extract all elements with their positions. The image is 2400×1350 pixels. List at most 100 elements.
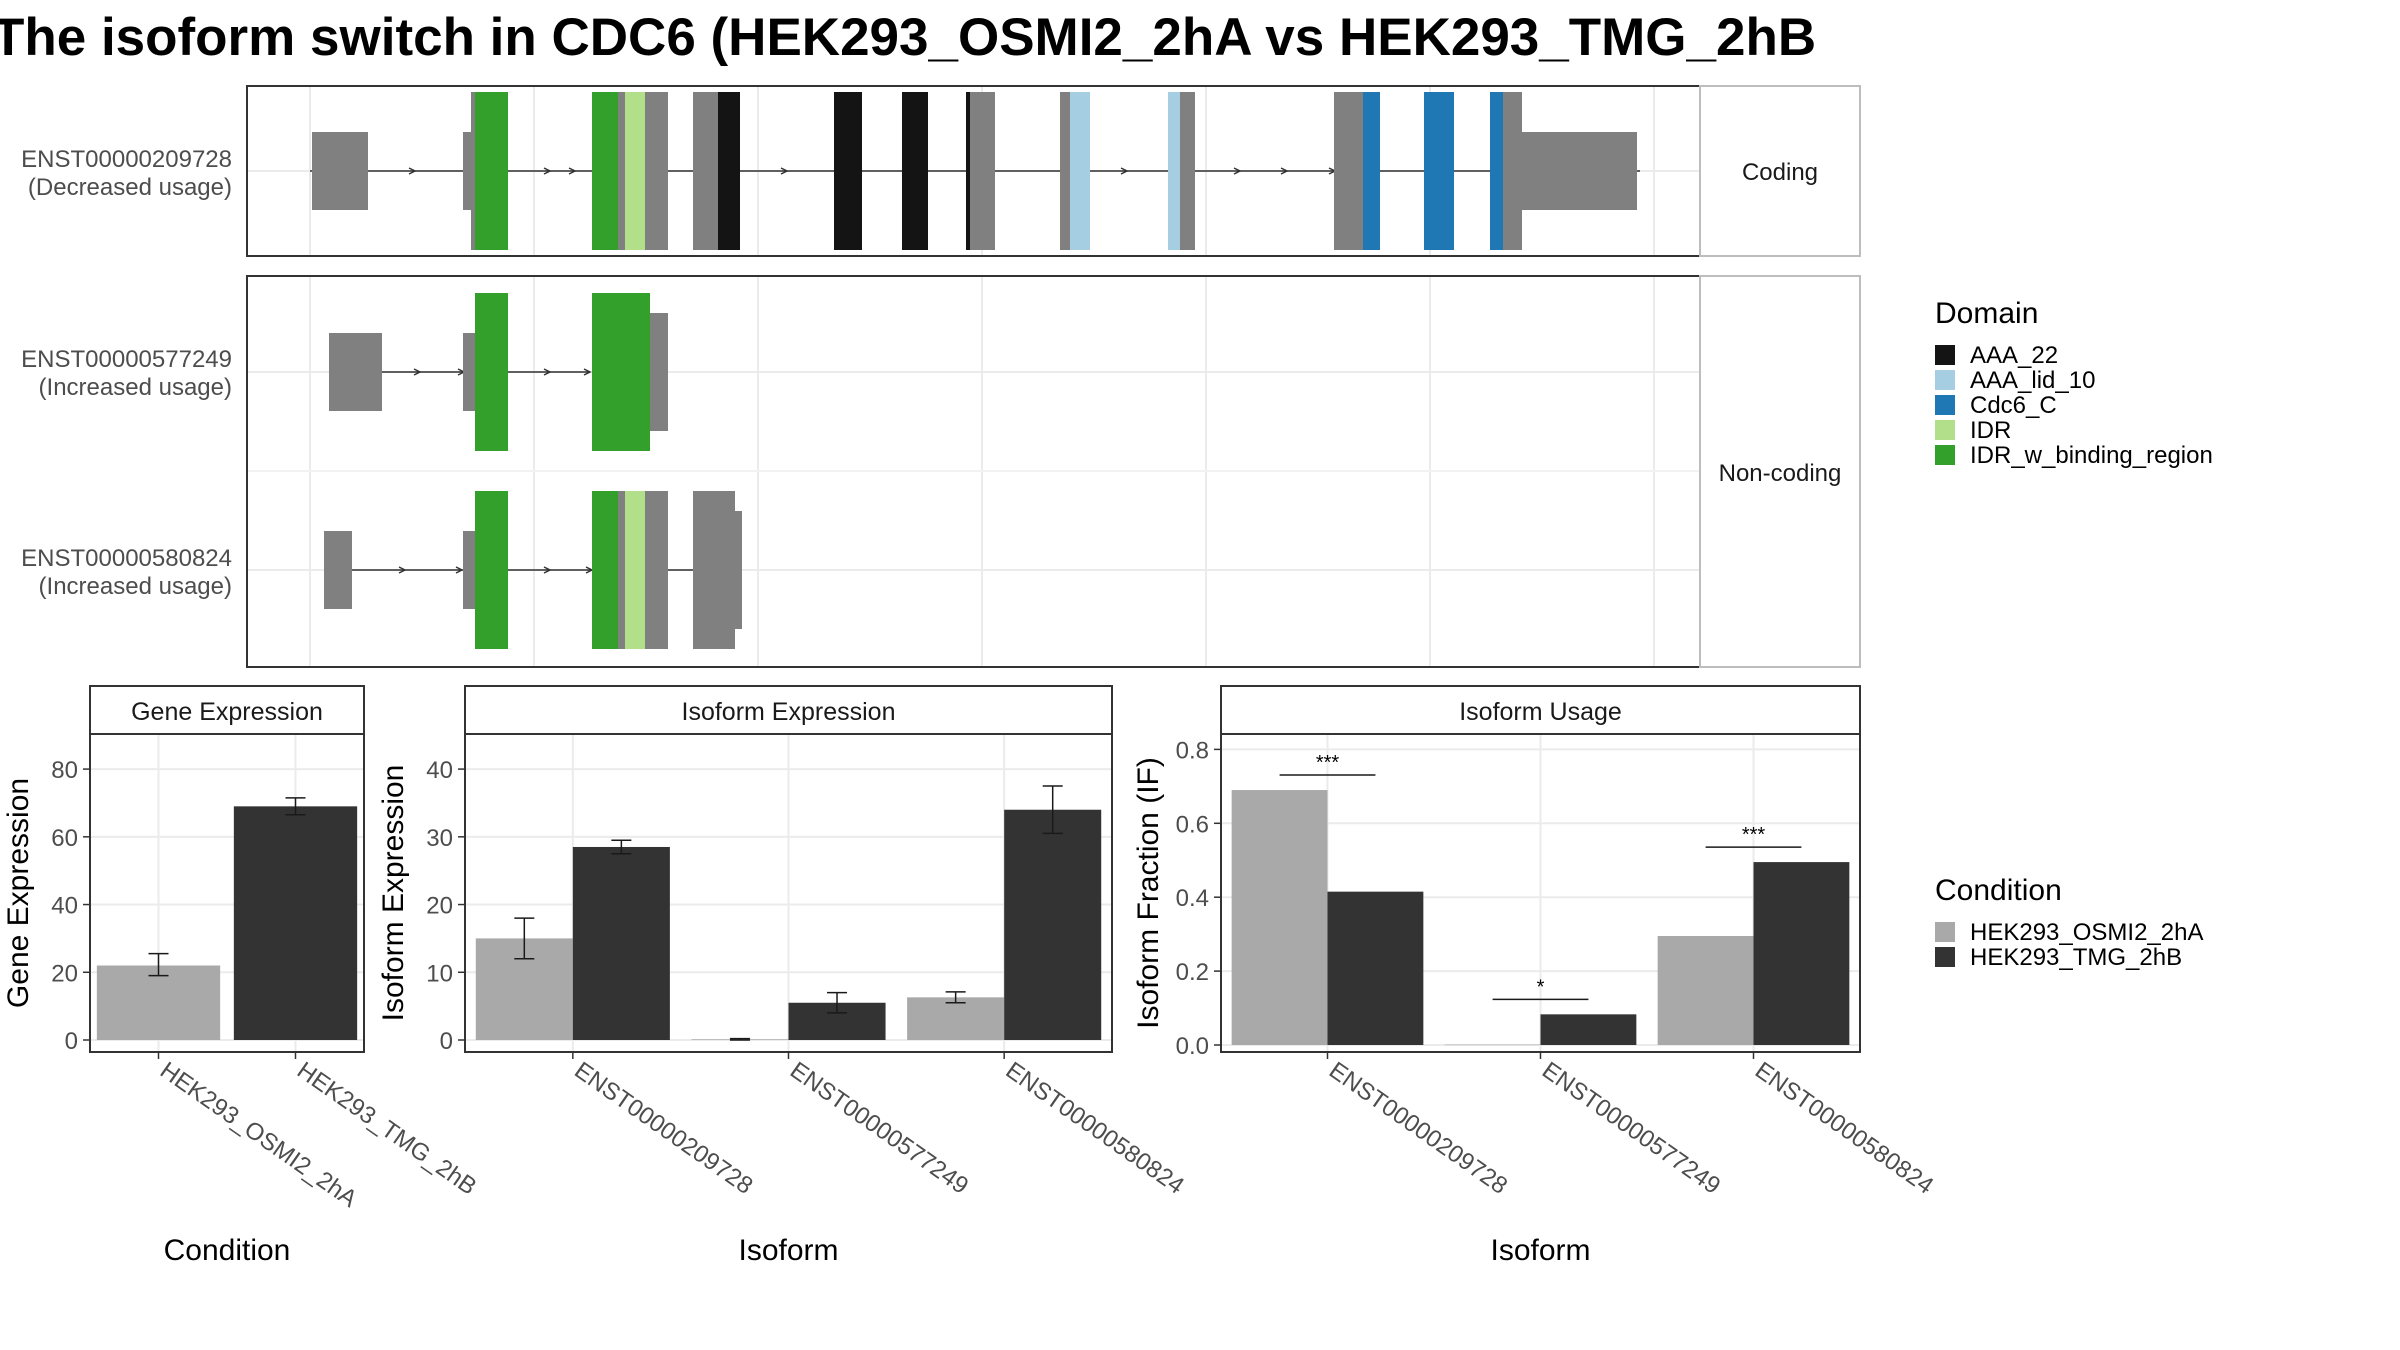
domain-AAA_22: [718, 92, 740, 250]
significance-label: *: [1537, 976, 1545, 998]
bar-HEK293_TMG_2hB-ENST00000580824: [1004, 809, 1102, 1040]
panel-title: Gene Expression: [131, 698, 323, 726]
exon: [970, 92, 995, 250]
x-tick-label: ENST00000577249: [785, 1057, 973, 1200]
panel-title: Isoform Usage: [1459, 698, 1622, 726]
bar-HEK293_OSMI2_2hA-ENST00000577249: [1444, 1044, 1541, 1046]
exon: [735, 511, 742, 629]
strand-arrow: [1120, 167, 1129, 175]
legend-key-cdc6-c: [1935, 395, 1955, 415]
isoform-expression-chart: Isoform Expression 0 10 20 30 40 ENST000002097…: [377, 685, 1189, 1267]
domain-IDR: [625, 491, 645, 649]
exon: [329, 333, 382, 411]
exon: [1060, 92, 1070, 250]
y-axis-title: Isoform Expression: [377, 765, 410, 1022]
strand-arrow: [413, 368, 422, 376]
panel-title: Isoform Expression: [682, 698, 896, 726]
y-tick-label: 40: [51, 893, 78, 920]
significance-label: ***: [1316, 752, 1340, 774]
strand-arrow: [398, 566, 407, 574]
figure-title: The isoform switch in CDC6 (HEK293_OSMI2…: [0, 8, 1816, 67]
bar-HEK293_OSMI2_2hA-ENST00000209728: [1231, 790, 1328, 1045]
domain-IDR_w_binding_region: [475, 92, 508, 250]
legend-key-aaa-lid-10: [1935, 370, 1955, 390]
strand-arrow: [583, 368, 592, 376]
x-tick-label: ENST00000577249: [1537, 1057, 1725, 1200]
exon: [693, 92, 718, 250]
transcript-label-3-id: ENST00000580824: [21, 545, 232, 572]
exon: [618, 491, 625, 649]
strand-arrow: [455, 566, 464, 574]
transcript-label-1-id: ENST00000209728: [21, 146, 232, 173]
bar-HEK293_TMG_2hB-ENST00000209728: [1327, 891, 1424, 1045]
condition-legend: Condition HEK293_OSMI2_2hA HEK293_TMG_2h…: [1935, 874, 2203, 971]
domain-IDR_w_binding_region: [592, 491, 618, 649]
bar-HEK293_TMG_2hB-ENST00000577249: [1540, 1014, 1637, 1045]
significance-label: ***: [1742, 824, 1766, 846]
domain-Cdc6_C: [1424, 92, 1454, 250]
bar-HEK293_OSMI2_2hA-ENST00000580824: [907, 997, 1005, 1040]
y-tick-label: 0.0: [1176, 1033, 1209, 1060]
isoform-usage-chart: Isoform Usage*******0.00.20.40.60.8ENST0…: [1132, 685, 1938, 1267]
domain-IDR_w_binding_region: [475, 491, 508, 649]
y-tick-label: 30: [426, 825, 453, 852]
exon: [693, 491, 735, 649]
legend-label-tmg: HEK293_TMG_2hB: [1970, 944, 2182, 971]
exon: [1522, 132, 1637, 210]
exon: [645, 92, 668, 250]
legend-label-aaa22: AAA_22: [1970, 342, 2058, 369]
x-axis-title: Condition: [164, 1234, 291, 1267]
exon: [645, 491, 668, 649]
domain-IDR: [625, 92, 645, 250]
transcript-label-2-usage: (Increased usage): [39, 374, 232, 401]
legend-label-osmi2: HEK293_OSMI2_2hA: [1970, 919, 2203, 946]
coding-strip-label: Coding: [1742, 159, 1818, 186]
exon: [463, 531, 475, 609]
transcript-label-1-usage: (Decreased usage): [28, 174, 232, 201]
y-axis-title: Gene Expression: [2, 778, 35, 1008]
bar-HEK293_OSMI2_2hA-ENST00000580824: [1657, 935, 1754, 1045]
legend-label-idr: IDR: [1970, 417, 2011, 444]
transcript-track-1: [310, 92, 1640, 250]
bar-HEK293_TMG_2hB-ENST00000209728: [572, 846, 670, 1040]
y-tick-label: 0.6: [1176, 811, 1209, 838]
strand-arrow: [780, 167, 789, 175]
legend-label-cdc6-c: Cdc6_C: [1970, 392, 2057, 419]
y-tick-label: 0.2: [1176, 959, 1209, 986]
exon: [1503, 92, 1522, 250]
strand-arrow: [543, 566, 552, 574]
panel-strip: [464, 685, 1113, 735]
exon: [1334, 92, 1363, 250]
legend-key-idr-w-binding: [1935, 445, 1955, 465]
condition-legend-title: Condition: [1935, 874, 2062, 907]
strand-arrow: [1233, 167, 1242, 175]
legend-key-idr: [1935, 420, 1955, 440]
strand-arrow: [408, 167, 417, 175]
domain-Cdc6_C: [1363, 92, 1380, 250]
noncoding-strip: [1699, 275, 1861, 668]
y-tick-label: 40: [426, 757, 453, 784]
domain-legend-title: Domain: [1935, 297, 2038, 330]
coding-strip: [1699, 85, 1861, 257]
x-tick-label: ENST00000209728: [1324, 1057, 1512, 1200]
x-tick-label: ENST00000580824: [1001, 1057, 1189, 1200]
x-axis-title: Isoform: [738, 1234, 838, 1267]
domain-AAA_22: [834, 92, 862, 250]
exon: [471, 92, 475, 250]
bar-HEK293_TMG_2hB-ENST00000580824: [1753, 862, 1850, 1045]
domain-IDR_w_binding_region: [592, 92, 618, 250]
domain-AAA_22: [902, 92, 928, 250]
strand-arrow: [1280, 167, 1289, 175]
domain-AAA_lid_10: [1070, 92, 1090, 250]
exon: [650, 313, 668, 431]
y-tick-label: 20: [426, 893, 453, 920]
y-tick-label: 0.4: [1176, 885, 1209, 912]
transcript-label-3-usage: (Increased usage): [39, 573, 232, 600]
transcript-structure-panel: Coding Non-coding ENST00000209728 (Decre…: [21, 85, 1861, 668]
domain-AAA_lid_10: [1168, 92, 1180, 250]
bar-HEK293_TMG_2hB: [233, 806, 358, 1040]
strand-arrow: [543, 368, 552, 376]
legend-label-idr-w-binding: IDR_w_binding_region: [1970, 442, 2213, 469]
y-tick-label: 20: [51, 960, 78, 987]
